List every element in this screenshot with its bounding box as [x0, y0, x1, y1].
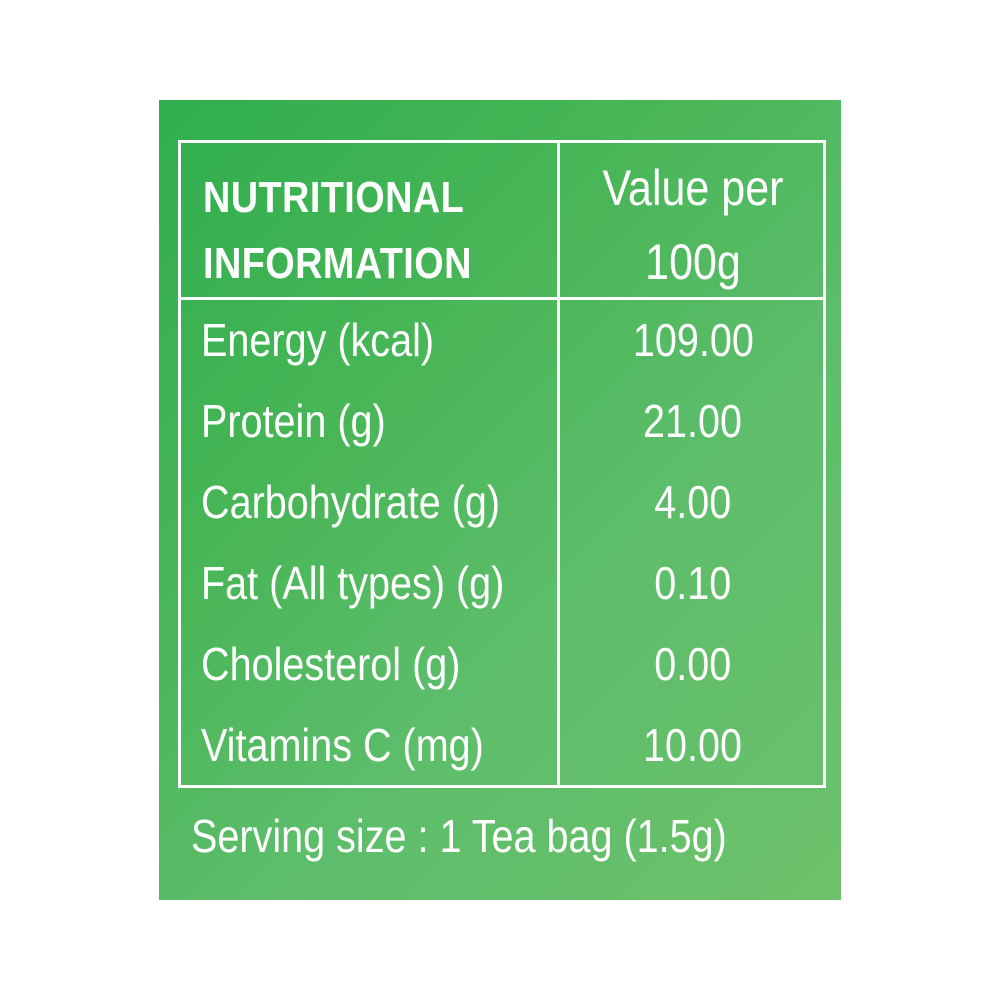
serving-size: Serving size : 1 Tea bag (1.5g)	[191, 810, 727, 862]
table-row: Fat (All types) (g) 0.10	[181, 543, 823, 624]
nutrient-value: 4.00	[560, 462, 826, 543]
header-left-line2: INFORMATION	[203, 239, 472, 288]
nutrient-name: Carbohydrate (g)	[201, 476, 501, 528]
nutrient-value: 0.10	[560, 543, 826, 624]
nutrient-name: Energy (kcal)	[201, 314, 435, 366]
table-row: Vitamins C (mg) 10.00	[181, 705, 823, 786]
nutrient-name: Protein (g)	[201, 395, 386, 447]
nutrient-rows: Energy (kcal) 109.00 Protein (g) 21.00 C…	[181, 300, 823, 786]
header-value-per: Value per 100g	[560, 151, 826, 299]
nutrition-table: NUTRITIONAL INFORMATION Value per 100g E…	[178, 140, 826, 788]
table-row: Carbohydrate (g) 4.00	[181, 462, 823, 543]
header-right-line1: Value per	[602, 160, 784, 216]
header-right-line2: 100g	[645, 234, 741, 290]
nutrient-value-text: 21.00	[643, 395, 743, 447]
table-row: Cholesterol (g) 0.00	[181, 624, 823, 705]
header-divider	[181, 297, 823, 300]
table-row: Protein (g) 21.00	[181, 381, 823, 462]
nutrient-name: Fat (All types) (g)	[201, 557, 505, 609]
nutrient-value: 10.00	[560, 705, 826, 786]
nutrient-value-text: 10.00	[643, 719, 743, 771]
nutrient-value-text: 109.00	[632, 314, 754, 366]
nutrition-label-panel: NUTRITIONAL INFORMATION Value per 100g E…	[159, 100, 841, 900]
column-divider	[557, 143, 560, 785]
nutrient-value-text: 0.00	[654, 638, 732, 690]
nutrient-value-text: 4.00	[654, 476, 732, 528]
header-left-line1: NUTRITIONAL	[203, 173, 465, 222]
nutrient-value: 0.00	[560, 624, 826, 705]
nutrient-name: Cholesterol (g)	[201, 638, 461, 690]
table-row: Energy (kcal) 109.00	[181, 300, 823, 381]
nutrient-value-text: 0.10	[654, 557, 732, 609]
nutrient-value: 21.00	[560, 381, 826, 462]
nutrient-value: 109.00	[560, 300, 826, 381]
header-nutritional-information: NUTRITIONAL INFORMATION	[203, 165, 495, 297]
nutrient-name: Vitamins C (mg)	[201, 719, 484, 771]
